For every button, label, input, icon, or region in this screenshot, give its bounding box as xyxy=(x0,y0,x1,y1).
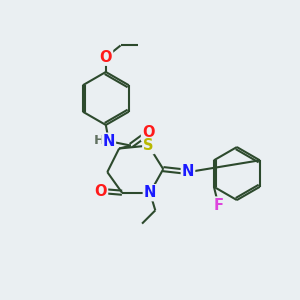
Text: S: S xyxy=(143,138,154,153)
Text: O: O xyxy=(142,125,155,140)
Text: O: O xyxy=(94,184,107,199)
Text: N: N xyxy=(182,164,194,179)
Text: N: N xyxy=(144,185,156,200)
Text: O: O xyxy=(100,50,112,65)
Text: H: H xyxy=(94,134,105,147)
Text: F: F xyxy=(213,198,223,213)
Text: N: N xyxy=(103,134,115,149)
